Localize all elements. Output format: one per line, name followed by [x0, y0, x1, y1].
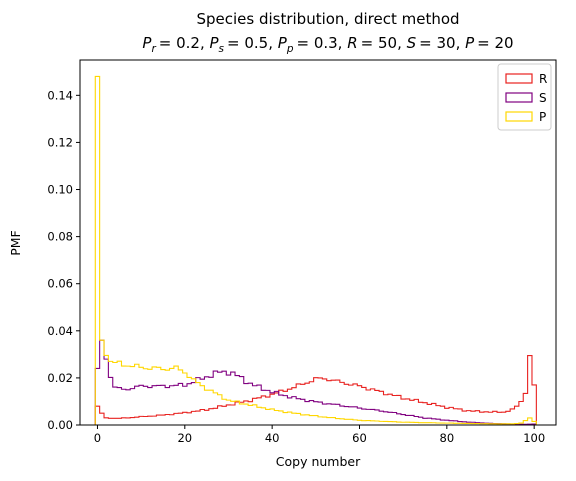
chart-title-line1: Species distribution, direct method	[196, 10, 459, 28]
x-tick-label: 80	[440, 431, 455, 445]
y-tick-label: 0.12	[47, 135, 73, 149]
legend-label-P: P	[539, 110, 546, 124]
legend-swatch-P	[505, 111, 533, 122]
x-axis-label: Copy number	[276, 454, 361, 469]
title-symbol-5: P	[465, 34, 475, 52]
y-tick-label: 0.02	[47, 371, 73, 385]
series-P-step	[94, 75, 537, 425]
y-tick-label: 0.00	[47, 418, 73, 432]
axes-frame	[79, 59, 557, 426]
x-tick-label: 60	[352, 431, 367, 445]
title-value-4: = 30,	[416, 34, 465, 52]
legend-swatch-S	[505, 92, 533, 103]
y-tick-label: 0.08	[47, 230, 73, 244]
y-axis-label: PMF	[8, 230, 23, 256]
x-tick-label: 20	[177, 431, 192, 445]
series-layer	[94, 75, 537, 425]
title-symbol-3: R	[347, 34, 357, 52]
legend-label-R: R	[539, 72, 547, 86]
ticks: 0 20 40 60 80 100 0.00 0.02 0.04 0.06 0.08 0.10 0.12…	[47, 88, 545, 445]
legend-box	[497, 63, 552, 131]
series-R-step	[94, 354, 537, 425]
title-subscript-2: p	[286, 43, 294, 55]
x-tick-label: 0	[94, 431, 101, 445]
chart-title: Species distribution, direct method Pr =…	[142, 10, 513, 55]
legend-swatch-R	[505, 73, 533, 84]
title-value-1: = 0.5,	[224, 34, 278, 52]
legend: RSP	[497, 63, 552, 131]
title-symbol-0: P	[142, 34, 152, 52]
y-tick-label: 0.14	[47, 88, 73, 102]
chart-title-line2: Pr = 0.2, Ps = 0.5, Pp = 0.3, R = 50, S …	[142, 34, 513, 55]
x-tick-label: 100	[523, 431, 545, 445]
y-tick-label: 0.06	[47, 277, 73, 291]
title-subscript-1: s	[219, 43, 225, 55]
title-symbol-1: P	[210, 34, 220, 52]
axes	[79, 59, 557, 426]
legend-label-S: S	[539, 91, 547, 105]
title-symbol-2: P	[278, 34, 288, 52]
y-tick-label: 0.04	[47, 324, 73, 338]
title-value-0: = 0.2,	[156, 34, 210, 52]
x-tick-label: 40	[265, 431, 280, 445]
series-S-step	[94, 339, 537, 425]
title-value-2: = 0.3,	[293, 34, 347, 52]
y-tick-label: 0.10	[47, 183, 73, 197]
title-value-5: = 20	[474, 34, 513, 52]
title-subscript-0: r	[151, 43, 156, 55]
title-value-3: = 50,	[358, 34, 407, 52]
title-symbol-4: S	[407, 34, 417, 52]
